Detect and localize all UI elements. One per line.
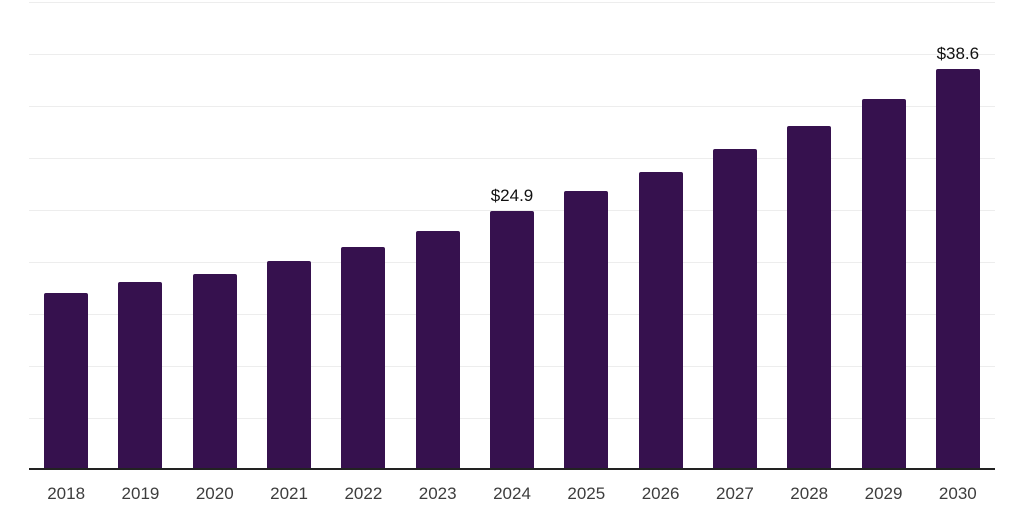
x-axis-label-2026: 2026 — [641, 484, 680, 503]
value-label-2024: $24.9 — [490, 186, 534, 206]
gridline — [29, 158, 995, 159]
bar-2022 — [341, 247, 386, 470]
bar-2024 — [490, 211, 534, 470]
bar-2030 — [935, 68, 980, 470]
x-axis-label-2019: 2019 — [121, 484, 160, 503]
x-axis-label-2029: 2029 — [864, 484, 903, 503]
x-axis-label-2022: 2022 — [344, 484, 383, 503]
gridline — [29, 210, 995, 211]
x-axis-label-2027: 2027 — [716, 484, 754, 503]
bar-2020 — [192, 274, 237, 470]
bar-2026 — [638, 171, 683, 470]
x-axis-label-2028: 2028 — [790, 484, 829, 503]
value-label-2030: $38.6 — [936, 43, 980, 63]
x-axis-label-2021: 2021 — [270, 484, 308, 503]
plot-area: $24.9 $38.6 — [29, 2, 995, 470]
bar-2025 — [564, 191, 609, 470]
x-axis-label-2024: 2024 — [493, 484, 531, 503]
bar-2021 — [267, 260, 312, 470]
gridline — [29, 106, 995, 107]
x-axis-label-2030: 2030 — [938, 484, 977, 503]
gridline — [29, 2, 995, 3]
x-axis-label-2018: 2018 — [47, 484, 86, 503]
bar-2023 — [415, 230, 460, 470]
gridline — [29, 54, 995, 55]
x-axis-label-2025: 2025 — [567, 484, 606, 503]
bar-2019 — [118, 281, 163, 470]
bar-2027 — [712, 148, 757, 470]
bar-2018 — [44, 293, 89, 470]
x-axis-line — [29, 468, 995, 470]
bar-2029 — [861, 98, 906, 470]
x-axis-label-2020: 2020 — [195, 484, 234, 503]
bar-2028 — [787, 125, 832, 470]
x-axis-label-2023: 2023 — [418, 484, 457, 503]
